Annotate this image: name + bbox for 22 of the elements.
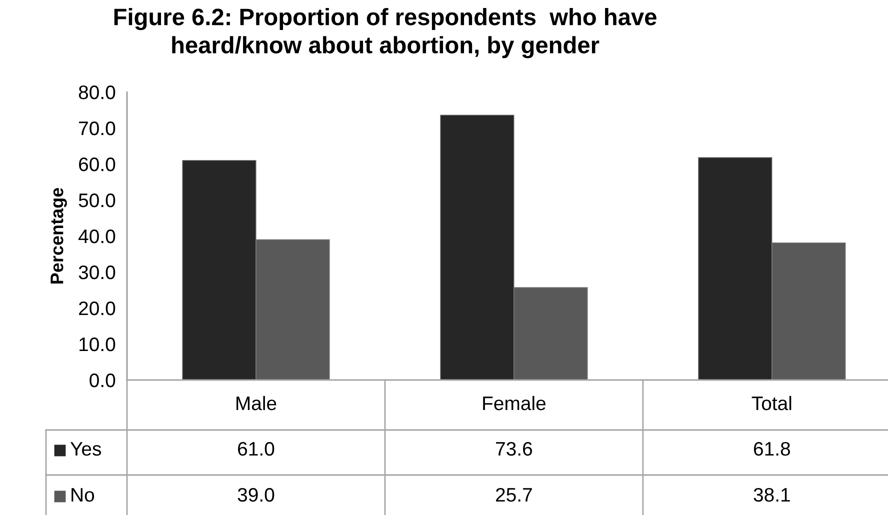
y-tick-label: 50.0 bbox=[78, 193, 116, 208]
y-axis-title: Percentage bbox=[50, 188, 67, 284]
x-tick-label: Female bbox=[483, 396, 546, 410]
data-label: 61.8 bbox=[754, 442, 790, 456]
y-tick-label: 30.0 bbox=[78, 265, 116, 280]
y-tick-label: 80.0 bbox=[78, 85, 116, 100]
data-label: 39.0 bbox=[238, 488, 274, 502]
legend-label: Yes bbox=[70, 442, 102, 456]
y-tick-label: 60.0 bbox=[79, 157, 116, 172]
y-tick-label: 0.0 bbox=[90, 373, 116, 388]
x-tick-label: Male bbox=[236, 396, 276, 410]
data-label: 73.6 bbox=[496, 442, 532, 456]
legend-label: No bbox=[72, 488, 94, 502]
data-label: 25.7 bbox=[496, 488, 532, 502]
chart-title: Figure 6.2: Proportion of respondents who have heard/know about abortion, by gender bbox=[114, 8, 656, 58]
data-label: 61.0 bbox=[238, 442, 274, 456]
x-tick-label: Total bbox=[752, 396, 792, 410]
y-tick-label: 20.0 bbox=[79, 301, 116, 316]
data-label: 38.1 bbox=[754, 488, 790, 502]
y-tick-label: 10.0 bbox=[80, 337, 116, 352]
y-tick-label: 70.0 bbox=[79, 121, 116, 136]
y-tick-label: 40.0 bbox=[78, 229, 116, 244]
